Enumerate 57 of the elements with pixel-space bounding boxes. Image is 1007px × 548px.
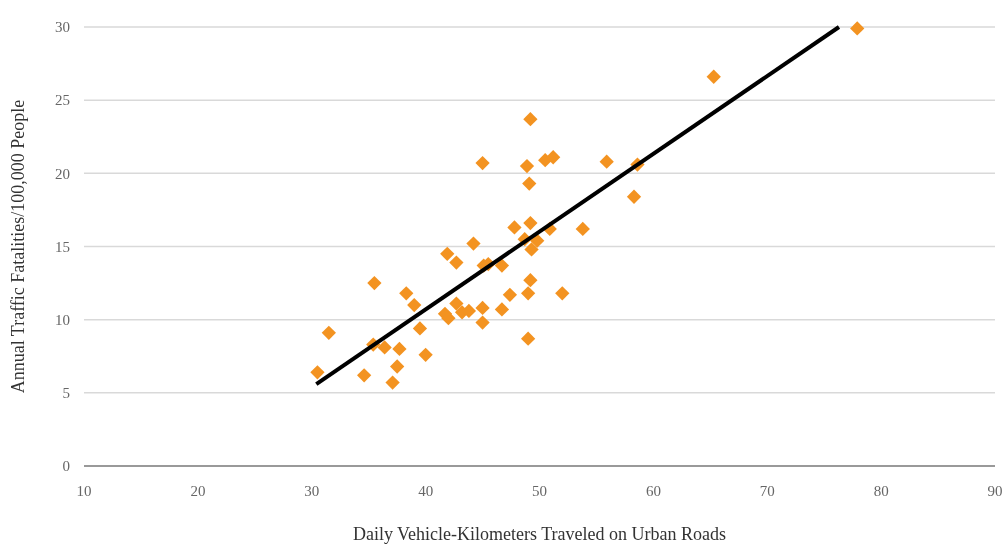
point — [507, 220, 522, 235]
point — [502, 287, 518, 302]
point — [524, 242, 539, 257]
x-tick-label: 50 — [532, 483, 547, 499]
point — [599, 154, 614, 169]
point — [392, 341, 407, 357]
point — [850, 21, 865, 36]
point — [377, 340, 392, 355]
x-tick-label: 60 — [645, 483, 661, 499]
point — [626, 189, 642, 204]
x-tick-label: 80 — [873, 483, 889, 499]
point — [546, 150, 561, 165]
y-tick-label: 5 — [62, 385, 70, 402]
x-tick-label: 90 — [987, 483, 1003, 499]
y-tick-label: 20 — [55, 165, 70, 182]
point — [449, 296, 464, 311]
point — [412, 321, 428, 336]
x-axis-title: Daily Vehicle-Kilometers Traveled on Urban Roads — [352, 524, 727, 544]
point — [356, 368, 372, 383]
point — [555, 286, 570, 301]
point — [520, 331, 536, 346]
y-tick-label: 0 — [62, 458, 70, 475]
point — [475, 155, 490, 171]
point — [385, 375, 400, 390]
point — [399, 286, 414, 301]
x-tick-label: 20 — [190, 483, 206, 499]
x-tick-label: 30 — [304, 483, 320, 499]
y-tick-label: 25 — [55, 92, 70, 109]
point — [321, 325, 336, 340]
y-tick-label: 10 — [55, 311, 70, 328]
point — [523, 112, 538, 127]
y-axis-title: Annual Traffic Fatalities/100,000 People — [8, 99, 28, 394]
x-tick-label: 70 — [759, 483, 775, 499]
point — [466, 236, 481, 251]
point — [530, 233, 545, 248]
point — [367, 275, 382, 291]
point — [706, 69, 721, 84]
point — [519, 158, 535, 174]
point — [449, 255, 464, 270]
point — [407, 297, 422, 313]
x-tick-label: 10 — [76, 483, 92, 499]
point — [523, 215, 538, 231]
point — [390, 359, 405, 374]
point — [310, 365, 325, 380]
point — [475, 315, 490, 330]
point — [440, 246, 455, 261]
point — [418, 347, 433, 362]
x-tick-label: 40 — [418, 483, 434, 499]
point — [523, 273, 538, 288]
y-tick-label: 15 — [55, 238, 70, 255]
point — [475, 300, 490, 316]
point — [494, 302, 510, 317]
point — [494, 258, 510, 273]
point — [520, 286, 536, 301]
point — [575, 221, 590, 237]
y-tick-label: 30 — [55, 19, 70, 36]
point — [522, 176, 537, 191]
